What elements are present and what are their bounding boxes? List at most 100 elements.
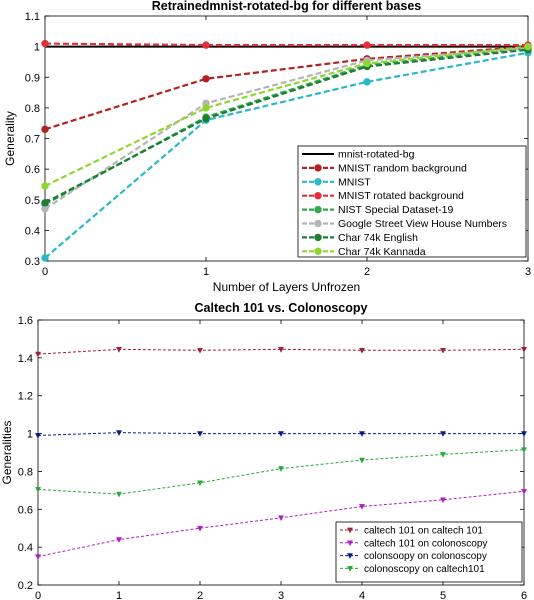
chart-2: Caltech 101 vs. Colonoscopy 0 1 2 3 4 5 6 0.2 0.4… [0,301,527,600]
y-tick-label: 0.9 [25,72,40,84]
data-point [196,480,204,487]
legend-label: caltech 101 on colonoscopy [364,538,487,549]
y-tick-label: 1.2 [18,391,33,403]
data-point [439,431,447,437]
data-point [202,41,210,49]
legend-entry: caltech 101 on caltech 101 [340,526,483,537]
x-tick-label: 2 [197,590,203,600]
x-tick-label: 1 [203,266,209,278]
legend-entry: colonsoopy on colonoscopy [340,551,487,562]
series-3 [34,430,528,439]
y-tick-label: 0.4 [18,542,33,554]
x-tick-label: 3 [278,590,284,600]
series-1 [34,347,528,358]
y-tick-label: 0.7 [25,134,40,146]
legend-box [335,521,523,583]
legend-entry: colonoscopy on caltech101 [340,564,485,575]
y-tick-label: 1.4 [18,353,33,365]
data-point [439,347,447,354]
legend-label: MNIST random background [338,162,467,174]
legend-label: NIST Special Dataset-19 [338,204,454,216]
legend-label: caltech 101 on caltech 101 [364,526,483,537]
data-point [520,488,528,495]
y-tick-label: 0.6 [18,504,33,516]
series-4 [34,447,528,498]
y-tick-label: 1.1 [25,11,40,23]
data-point [439,452,447,458]
x-tick-label: 0 [35,590,41,600]
data-point [520,431,528,437]
chart-1: Retrainedmnist-rotated-bg for different … [3,0,532,294]
y-tick-label: 1 [34,42,40,54]
data-point [363,41,371,49]
data-point [115,347,123,353]
series-2 [34,488,528,561]
legend-entry: caltech 101 on colonoscopy [340,538,487,549]
data-point [358,457,366,464]
legend-entry: MNIST rotated background [302,190,464,202]
legend-entry: Char 74k English [302,232,418,244]
legend-label: colonsoopy on colonoscopy [364,551,487,562]
legend-marker [314,219,322,228]
legend-marker [346,527,354,534]
chart-title: Caltech 101 vs. Colonoscopy [195,301,368,315]
series-line [44,45,529,187]
legend-marker [314,192,322,200]
y-tick-label: 0.8 [18,466,33,478]
data-point [34,351,42,358]
legend-marker [346,566,354,572]
x-axis-label: Number of Layers Unfrozen [213,280,360,294]
legend-entry: MNIST random background [302,162,467,174]
y-tick-label: 1.6 [18,315,33,327]
y-tick-label: 1 [27,429,33,441]
y-tick-label: 0.5 [25,195,40,207]
legend-marker [314,178,322,186]
data-point [277,347,285,353]
legend-entry: mnist-rotated-bg [302,149,415,161]
data-point [358,431,366,437]
legend-label: Google Street View House Numbers [338,218,507,230]
data-point [439,497,447,504]
y-axis-label: Generalities [0,420,14,484]
data-point [34,554,42,561]
legend-label: Char 74k Kannada [338,246,426,258]
legend-marker [314,247,322,256]
data-point [41,205,49,213]
data-point [41,182,49,190]
series-line [44,51,529,259]
y-axis-label: Generality [3,111,17,166]
x-tick-label: 6 [521,590,527,600]
data-point [41,125,49,134]
data-point [277,466,285,472]
legend-label: mnist-rotated-bg [338,149,415,161]
data-point [34,487,42,493]
x-tick-label: 1 [116,590,122,600]
data-point [524,42,532,51]
data-point [41,199,49,207]
y-tick-label: 0.3 [25,256,40,268]
legend-entry: Google Street View House Numbers [302,218,507,230]
legend-marker [314,233,322,242]
data-point [520,447,528,454]
series-line [44,42,528,47]
legend-entry: MNIST [302,176,371,188]
data-point [34,433,42,439]
y-tick-label: 0.4 [25,225,40,237]
y-tick-label: 0.8 [25,103,40,115]
data-point [202,114,210,123]
data-point [196,525,204,532]
legend-label: MNIST [338,176,371,188]
data-point [277,431,285,437]
series-8 [41,42,532,190]
x-tick-label: 3 [525,266,531,278]
legend-marker [346,553,354,559]
series-line [44,45,529,131]
data-point [196,347,204,354]
x-tick-label: 4 [359,590,365,600]
legend-entry: NIST Special Dataset-19 [302,204,454,216]
data-point [202,104,210,112]
